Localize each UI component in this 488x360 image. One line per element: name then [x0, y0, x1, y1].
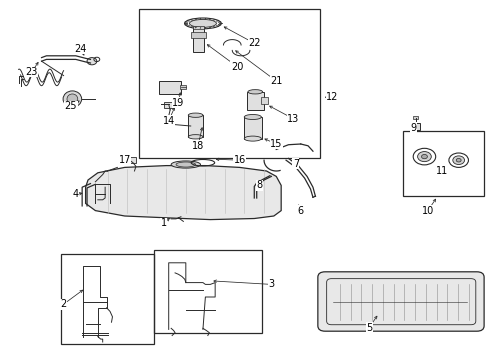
Bar	[244, 117, 261, 139]
Text: 12: 12	[325, 92, 338, 102]
Ellipse shape	[244, 136, 261, 141]
Text: 21: 21	[269, 76, 282, 86]
Text: 24: 24	[74, 44, 87, 54]
Circle shape	[452, 156, 464, 165]
Bar	[192, 26, 204, 29]
Text: 14: 14	[162, 116, 175, 126]
Circle shape	[87, 58, 97, 65]
Text: 13: 13	[286, 114, 299, 124]
Text: 23: 23	[25, 67, 38, 77]
Ellipse shape	[184, 18, 221, 29]
Text: 22: 22	[247, 38, 260, 48]
Ellipse shape	[188, 135, 203, 139]
Text: 8: 8	[256, 180, 262, 190]
Ellipse shape	[189, 19, 216, 27]
Text: 19: 19	[172, 98, 184, 108]
Bar	[164, 102, 172, 108]
Text: 6: 6	[297, 206, 303, 216]
Text: 15: 15	[269, 139, 282, 149]
Text: 10: 10	[421, 206, 433, 216]
Bar	[260, 97, 267, 104]
Bar	[188, 115, 203, 137]
Circle shape	[455, 158, 460, 162]
Bar	[180, 85, 185, 89]
Bar	[154, 250, 261, 333]
Text: 25: 25	[64, 101, 77, 111]
Bar	[412, 116, 417, 119]
Ellipse shape	[67, 94, 78, 104]
Bar	[61, 254, 154, 344]
Circle shape	[417, 152, 430, 162]
Text: 7: 7	[292, 159, 298, 169]
Text: 4: 4	[73, 189, 79, 199]
Bar	[192, 27, 204, 52]
Bar	[159, 81, 181, 94]
Circle shape	[421, 154, 427, 159]
Polygon shape	[85, 166, 281, 220]
Text: 20: 20	[230, 62, 243, 72]
Bar	[190, 32, 206, 38]
Ellipse shape	[63, 91, 81, 107]
Text: 9: 9	[409, 123, 415, 133]
Bar	[126, 157, 136, 163]
Text: 3: 3	[268, 279, 274, 289]
Text: 11: 11	[435, 166, 448, 176]
Text: 18: 18	[191, 141, 204, 151]
Ellipse shape	[171, 161, 200, 168]
Text: 16: 16	[233, 155, 245, 165]
Ellipse shape	[176, 162, 195, 167]
Text: 17: 17	[118, 155, 131, 165]
Text: 2: 2	[61, 299, 66, 309]
Ellipse shape	[247, 90, 262, 94]
FancyBboxPatch shape	[317, 272, 483, 331]
Bar	[139, 9, 320, 158]
Text: 1: 1	[161, 218, 166, 228]
Text: 5: 5	[366, 323, 371, 333]
Ellipse shape	[244, 114, 261, 120]
Bar	[246, 92, 264, 110]
Bar	[411, 123, 419, 130]
Bar	[403, 131, 483, 196]
Ellipse shape	[188, 113, 203, 117]
